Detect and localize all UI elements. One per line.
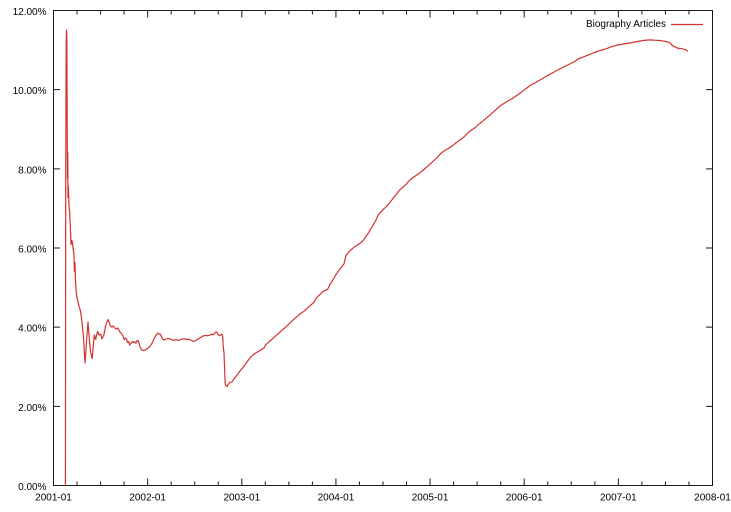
svg-text:2007-01: 2007-01 bbox=[600, 493, 637, 504]
svg-text:Biography Articles: Biography Articles bbox=[586, 19, 666, 30]
svg-text:2005-01: 2005-01 bbox=[412, 493, 449, 504]
svg-text:0.00%: 0.00% bbox=[18, 482, 46, 493]
svg-text:8.00%: 8.00% bbox=[18, 165, 46, 176]
svg-text:6.00%: 6.00% bbox=[18, 245, 46, 256]
svg-text:10.00%: 10.00% bbox=[13, 86, 47, 97]
svg-text:2001-01: 2001-01 bbox=[35, 493, 72, 504]
svg-text:2006-01: 2006-01 bbox=[506, 493, 543, 504]
svg-text:2002-01: 2002-01 bbox=[129, 493, 166, 504]
svg-text:2.00%: 2.00% bbox=[18, 403, 46, 414]
svg-text:2003-01: 2003-01 bbox=[223, 493, 260, 504]
svg-text:4.00%: 4.00% bbox=[18, 324, 46, 335]
svg-text:12.00%: 12.00% bbox=[13, 7, 47, 18]
svg-text:2004-01: 2004-01 bbox=[318, 493, 355, 504]
svg-text:2008-01: 2008-01 bbox=[694, 493, 731, 504]
